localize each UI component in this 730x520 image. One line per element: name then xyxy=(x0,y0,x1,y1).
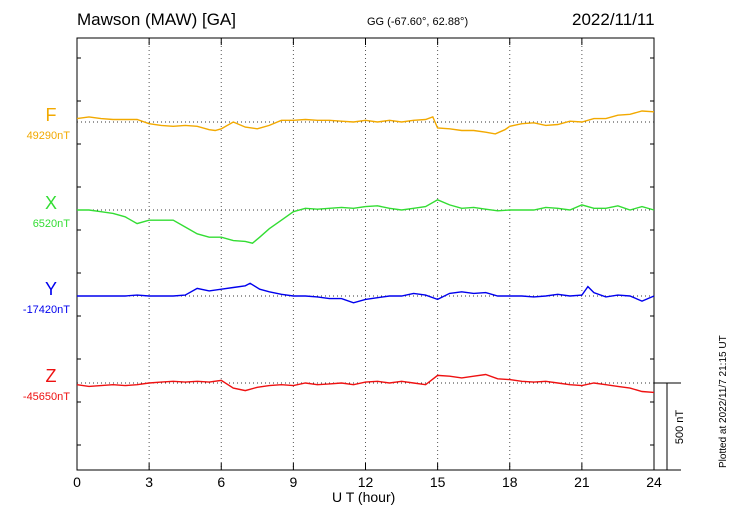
series-line-y xyxy=(77,282,655,304)
series-baseline-z: -45650nT xyxy=(23,391,70,403)
series-line-z xyxy=(76,373,655,394)
x-tick-label: 3 xyxy=(145,474,153,490)
series-name-x: X xyxy=(45,193,57,213)
x-tick-label: 9 xyxy=(289,474,297,490)
series-line-f xyxy=(76,110,655,135)
series-name-z: Z xyxy=(46,366,57,386)
series-baseline-x: 6520nT xyxy=(33,218,71,230)
x-tick-label: 18 xyxy=(502,474,518,490)
title-right: 2022/11/11 xyxy=(572,10,655,29)
title-center: GG (-67.60°, 62.88°) xyxy=(367,16,469,28)
series-baseline-f: 49290nT xyxy=(27,130,71,142)
x-tick-label: 21 xyxy=(574,474,590,490)
series-name-f: F xyxy=(46,105,57,125)
x-tick-label: 24 xyxy=(646,474,662,490)
series-name-y: Y xyxy=(45,279,57,299)
x-tick-label: 6 xyxy=(217,474,225,490)
series-line-x xyxy=(77,199,655,244)
series-baseline-y: -17420nT xyxy=(23,304,70,316)
x-axis-label: U T (hour) xyxy=(332,489,396,505)
x-tick-label: 15 xyxy=(430,474,446,490)
x-tick-label: 0 xyxy=(73,474,81,490)
x-tick-label: 12 xyxy=(358,474,374,490)
scale-bar-label: 500 nT xyxy=(674,410,686,445)
title-left: Mawson (MAW) [GA] xyxy=(77,10,236,29)
